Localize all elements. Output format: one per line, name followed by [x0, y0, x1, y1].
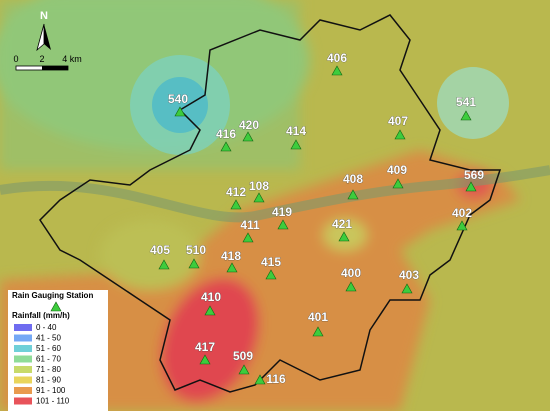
station-marker	[226, 262, 238, 273]
station-marker	[345, 281, 357, 292]
station-marker	[465, 181, 477, 192]
station-marker	[204, 305, 216, 316]
station-label: 108	[249, 179, 269, 193]
station-marker	[460, 110, 472, 121]
station-marker	[188, 258, 200, 269]
station-label: 509	[233, 349, 253, 363]
station-marker	[338, 231, 350, 242]
legend-title: Rain Gauging Station	[12, 291, 93, 300]
legend-swatch	[14, 376, 32, 384]
station-label: 421	[332, 217, 352, 231]
station-label: 418	[221, 249, 241, 263]
legend-swatch	[14, 387, 32, 394]
scale-bar	[42, 66, 68, 70]
station-label: 414	[286, 124, 306, 138]
legend-label: 41 - 50	[36, 334, 61, 343]
north-arrow: N	[36, 10, 51, 52]
station-marker	[290, 139, 302, 150]
station-marker	[242, 232, 254, 243]
legend-label: 91 - 100	[36, 386, 66, 395]
station-label: 409	[387, 163, 407, 177]
zone-circle	[437, 67, 509, 139]
legend-swatch	[14, 366, 32, 373]
station-marker	[265, 269, 277, 280]
station-marker	[456, 220, 468, 231]
station-label: 510	[186, 243, 206, 257]
station-label: 541	[456, 95, 476, 109]
station-label: 410	[201, 290, 221, 304]
station-label: 417	[195, 340, 215, 354]
north-label: N	[40, 10, 48, 22]
legend-symbol	[50, 301, 62, 312]
station-marker	[331, 65, 343, 76]
scale-label: 2	[39, 54, 44, 64]
station-marker	[220, 141, 232, 152]
legend-title: Rainfall (mm/h)	[12, 311, 70, 320]
legend-label: 101 - 110	[36, 397, 70, 406]
station-marker	[230, 199, 242, 210]
river	[0, 165, 550, 223]
station-label: 569	[464, 168, 484, 182]
station-marker	[158, 259, 170, 270]
station-marker	[174, 106, 186, 117]
station-label: 411	[240, 218, 260, 232]
legend-swatch	[14, 334, 32, 342]
station-label: 406	[327, 51, 347, 65]
station-label: 400	[341, 266, 361, 280]
station-marker	[312, 326, 324, 337]
station-marker	[199, 354, 211, 365]
station-label: 408	[343, 172, 363, 186]
station-marker	[253, 192, 265, 203]
station-label: 420	[239, 118, 259, 132]
station-label: 116	[266, 372, 286, 386]
scale-label: 4 km	[62, 54, 82, 64]
station-label: 402	[452, 206, 472, 220]
boundary	[39, 14, 502, 393]
station-marker	[242, 131, 254, 142]
legend-swatch	[14, 397, 32, 405]
legend-label: 81 - 90	[36, 376, 61, 385]
station-marker	[277, 219, 289, 230]
legend-swatch	[14, 355, 32, 363]
station-marker	[238, 364, 250, 375]
station-label: 419	[272, 205, 292, 219]
station-label: 403	[399, 268, 419, 282]
station-marker	[392, 178, 404, 189]
legend-swatch	[14, 324, 32, 331]
legend: Rain Gauging Station Rainfall (mm/h) 0 -…	[8, 290, 108, 411]
legend-label: 71 - 80	[36, 365, 61, 374]
station-marker	[394, 129, 406, 140]
legend-swatch	[14, 345, 32, 352]
scale-label: 0	[13, 54, 18, 64]
station-marker	[254, 374, 266, 385]
station-label: 407	[388, 114, 408, 128]
legend-label: 51 - 60	[36, 344, 61, 353]
station-marker	[347, 189, 359, 200]
station-label: 416	[216, 127, 236, 141]
station-label: 415	[261, 255, 281, 269]
station-label: 401	[308, 310, 328, 324]
legend-label: 61 - 70	[36, 355, 61, 364]
station-label: 405	[150, 243, 170, 257]
legend-label: 0 - 40	[36, 323, 57, 332]
zone-circle	[152, 77, 208, 133]
station-label: 412	[226, 185, 246, 199]
station-label: 540	[168, 92, 188, 106]
station-marker	[401, 283, 413, 294]
